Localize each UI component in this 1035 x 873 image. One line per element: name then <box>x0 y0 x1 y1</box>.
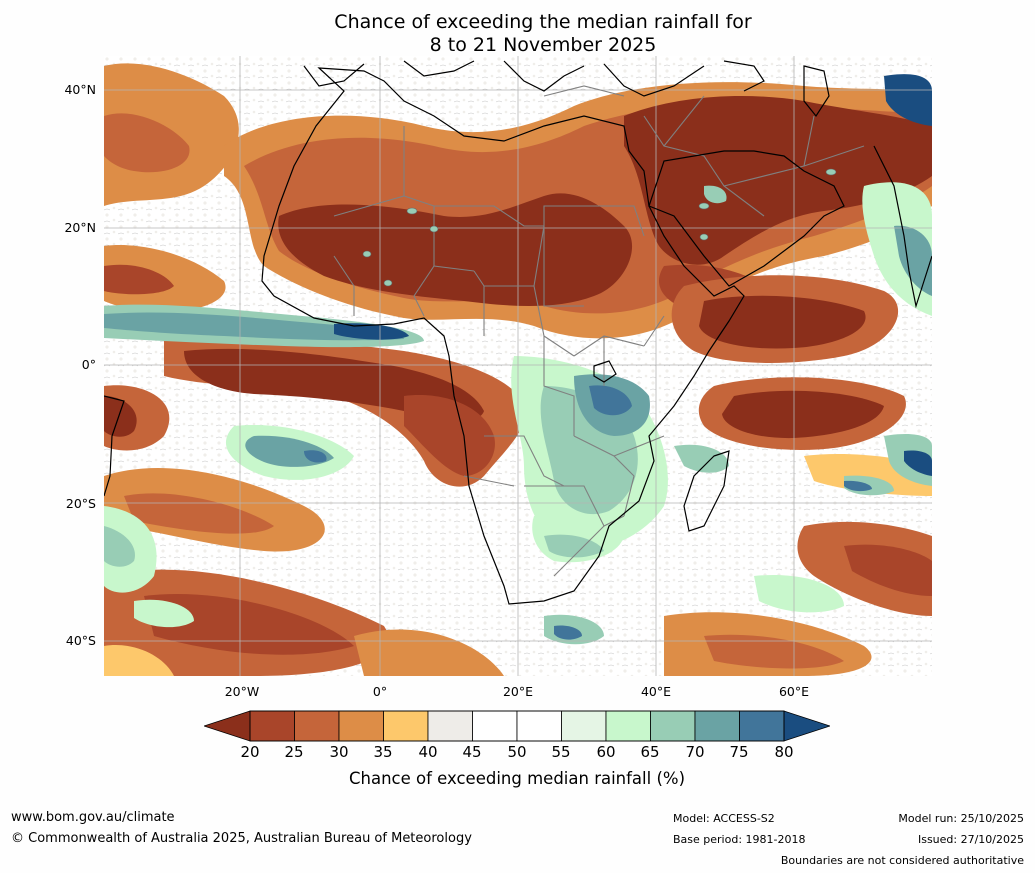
lat-label-40s: 40°S <box>65 633 96 648</box>
colorbar-segment <box>694 710 740 742</box>
base-period: Base period: 1981-2018 <box>673 833 806 846</box>
colorbar-segment <box>561 710 607 742</box>
colorbar-tick: 55 <box>551 743 571 761</box>
colorbar-segment <box>383 710 429 742</box>
colorbar-high-extension <box>783 710 830 742</box>
model-run-date: Model run: 25/10/2025 <box>898 812 1024 825</box>
lake-markers <box>362 168 837 287</box>
colorbar-segment <box>605 710 651 742</box>
colorbar-tick: 20 <box>240 743 260 761</box>
colorbar-tick: 30 <box>329 743 349 761</box>
lon-label-20w: 20°W <box>224 684 260 699</box>
colorbar-segment <box>427 710 473 742</box>
colorbar-tick: 80 <box>774 743 794 761</box>
lon-label-40e: 40°E <box>640 684 672 699</box>
website-link[interactable]: www.bom.gov.au/climate <box>11 810 175 825</box>
colorbar-segment <box>294 710 340 742</box>
colorbar-tick: 25 <box>284 743 304 761</box>
copyright-text: © Commonwealth of Australia 2025, Austra… <box>11 831 472 846</box>
map-gridlines <box>104 56 932 676</box>
lat-label-equator: 0° <box>81 357 96 372</box>
boundaries-disclaimer: Boundaries are not considered authoritat… <box>780 854 1024 867</box>
map-title-line-2: 8 to 21 November 2025 <box>429 34 657 56</box>
lon-label-0: 0° <box>372 684 388 699</box>
map-title-line-1: Chance of exceeding the median rainfall … <box>334 11 752 33</box>
colorbar-tick: 65 <box>640 743 660 761</box>
colorbar-tick: 35 <box>373 743 393 761</box>
issued-date: Issued: 27/10/2025 <box>917 833 1024 846</box>
colorbar-frame <box>249 710 785 742</box>
colorbar <box>204 710 830 742</box>
rainfall-probability-map <box>104 56 932 676</box>
colorbar-segment <box>739 710 785 742</box>
lat-label-20s: 20°S <box>65 496 96 511</box>
map-canvas <box>104 56 932 676</box>
colorbar-label: Chance of exceeding median rainfall (%) <box>348 769 686 788</box>
colorbar-tick: 70 <box>685 743 705 761</box>
lat-label-20n: 20°N <box>64 220 96 235</box>
model-name: Model: ACCESS-S2 <box>673 812 775 825</box>
colorbar-tick: 40 <box>418 743 438 761</box>
colorbar-tick: 50 <box>507 743 527 761</box>
colorbar-segment <box>472 710 518 742</box>
colorbar-segment <box>249 710 295 742</box>
colorbar-tick: 75 <box>729 743 749 761</box>
colorbar-low-extension <box>204 710 251 742</box>
lat-label-40n: 40°N <box>64 82 96 97</box>
colorbar-tick: 45 <box>462 743 482 761</box>
colorbar-segment <box>516 710 562 742</box>
lon-label-20e: 20°E <box>502 684 534 699</box>
lon-label-60e: 60°E <box>778 684 810 699</box>
country-borders <box>333 85 865 577</box>
dry-signal-areas <box>104 63 932 676</box>
colorbar-segment <box>650 710 696 742</box>
coastlines <box>104 60 932 605</box>
colorbar-tick: 60 <box>596 743 616 761</box>
colorbar-segment <box>338 710 384 742</box>
